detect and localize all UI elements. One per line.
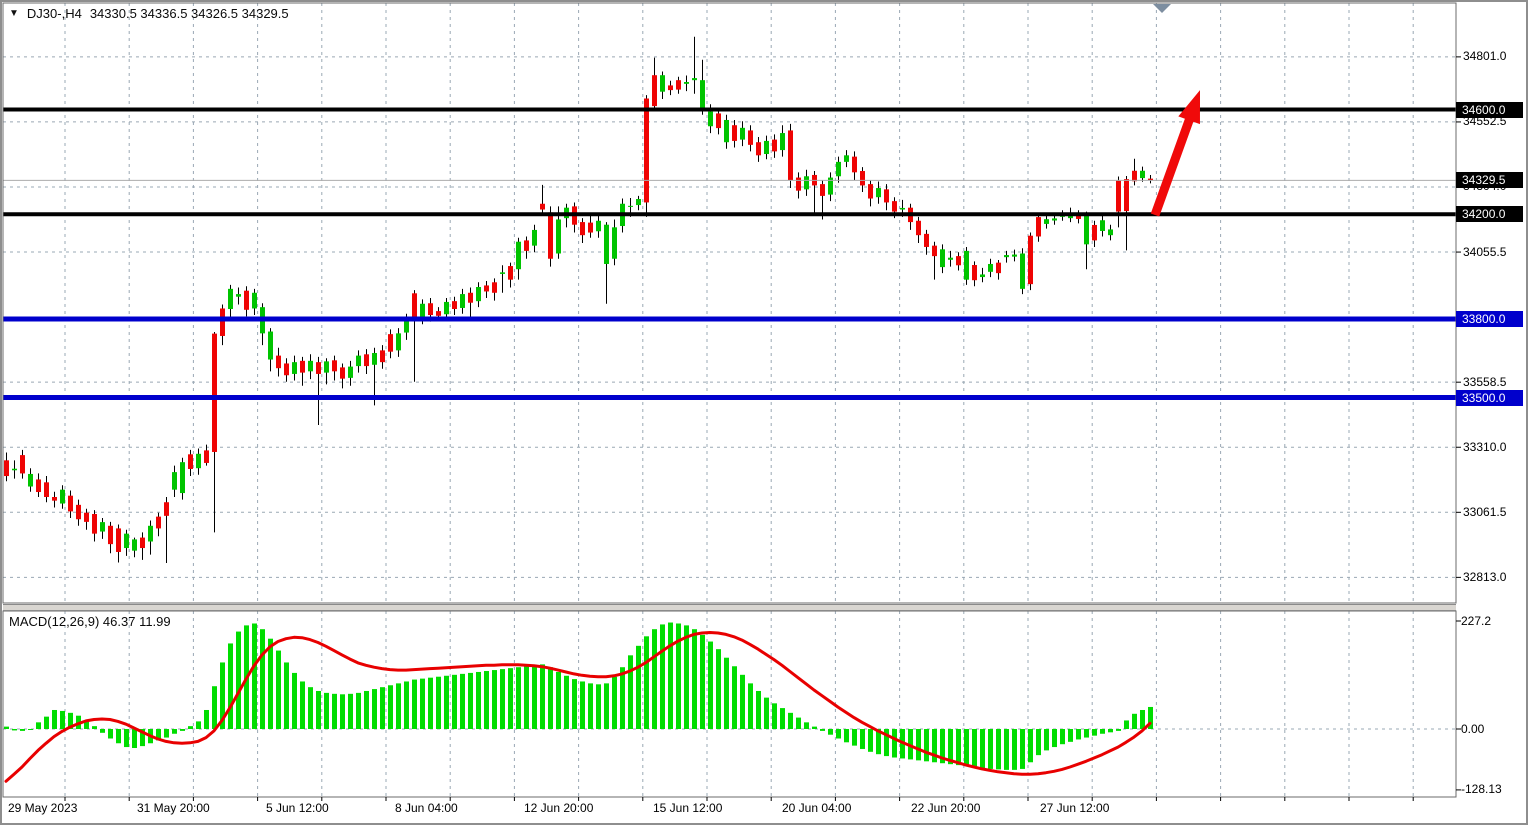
ohlc-quote-label: 34330.5 34336.5 34326.5 34329.5 <box>89 6 289 21</box>
time-axis-label: 27 Jun 12:00 <box>1040 801 1110 815</box>
time-axis-label: 22 Jun 20:00 <box>911 801 981 815</box>
price-level-badge: 33500.0 <box>1456 389 1523 406</box>
time-axis-label: 20 Jun 04:00 <box>782 801 852 815</box>
price-level-badge: 34200.0 <box>1456 206 1523 223</box>
macd-axis-label: 0.00 <box>1461 721 1485 736</box>
time-axis-label: 5 Jun 12:00 <box>266 801 329 815</box>
price-axis-label: 34055.5 <box>1463 244 1507 259</box>
chart-shift-marker-icon[interactable] <box>1153 4 1171 13</box>
price-axis-label: 34552.5 <box>1463 114 1507 129</box>
panel-splitter[interactable] <box>3 604 1456 611</box>
price-axis-label: 34801.0 <box>1463 49 1507 64</box>
macd-axis-label: 227.2 <box>1461 613 1492 628</box>
symbol-period-label: DJ30-,H4 <box>26 6 82 21</box>
time-axis-label: 8 Jun 04:00 <box>395 801 458 815</box>
time-axis-label: 12 Jun 20:00 <box>524 801 594 815</box>
symbol-dropdown-icon[interactable]: ▼ <box>9 8 19 19</box>
price-axis-label: 33310.0 <box>1463 439 1507 454</box>
price-level-badge: 34600.0 <box>1456 101 1523 118</box>
time-axis-label: 15 Jun 12:00 <box>653 801 723 815</box>
price-axis-label: 32813.0 <box>1463 569 1507 584</box>
price-axis-label: 33061.5 <box>1463 504 1507 519</box>
time-axis-label: 31 May 20:00 <box>137 801 210 815</box>
price-axis-label: 33558.5 <box>1463 374 1507 389</box>
price-level-badge: 33800.0 <box>1456 310 1523 327</box>
macd-axis-label: -128.13 <box>1461 782 1502 797</box>
chart-header: ▼ DJ30-,H4 34330.5 34336.5 34326.5 34329… <box>9 6 289 21</box>
indicator-label: MACD(12,26,9) 46.37 11.99 <box>9 614 171 629</box>
time-axis-label: 29 May 2023 <box>8 801 78 815</box>
price-level-badge: 34329.5 <box>1456 172 1523 189</box>
